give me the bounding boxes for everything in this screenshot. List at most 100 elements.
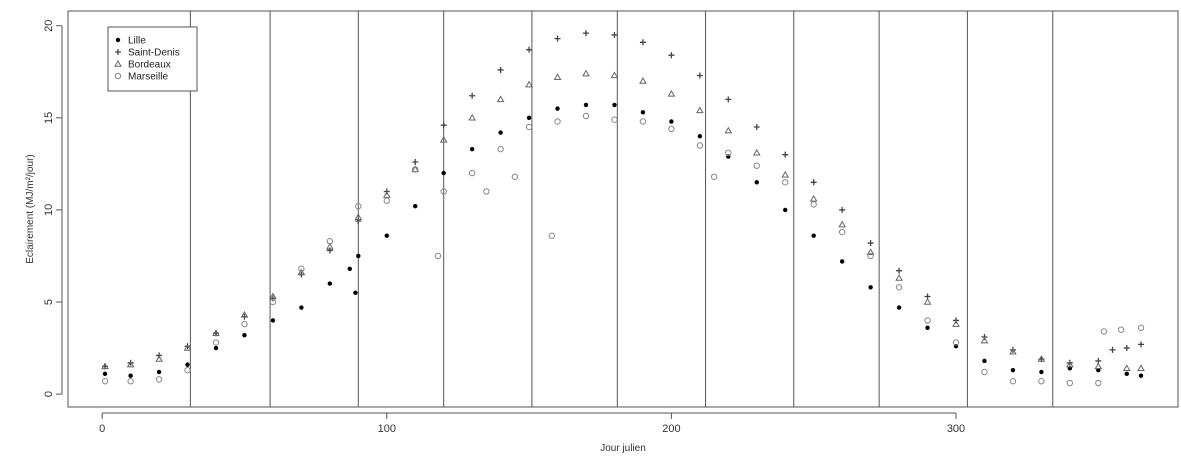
data-point: [725, 96, 731, 102]
data-point: [754, 150, 760, 155]
data-point: [271, 318, 275, 322]
legend-label: Marseille: [128, 72, 168, 83]
data-point: [156, 356, 162, 361]
data-point: [641, 110, 645, 114]
data-point: [384, 192, 390, 197]
x-tick-label: 300: [947, 423, 965, 435]
data-point: [1138, 341, 1144, 347]
data-point: [1139, 373, 1143, 377]
data-point: [1118, 327, 1123, 332]
data-point: [925, 299, 931, 304]
data-point: [470, 147, 474, 151]
data-point: [640, 39, 646, 45]
data-point: [213, 340, 218, 345]
data-point: [498, 146, 503, 151]
data-point: [128, 379, 133, 384]
data-point: [982, 369, 987, 374]
data-point: [811, 196, 817, 201]
data-point: [896, 268, 902, 274]
data-point: [839, 229, 844, 234]
y-tick-label: 15: [43, 112, 55, 124]
legend-label: Lille: [128, 36, 146, 47]
series-1: [102, 30, 1144, 369]
y-tick-label: 0: [43, 391, 55, 397]
data-point: [413, 204, 417, 208]
data-point: [512, 174, 517, 179]
data-point: [435, 253, 440, 258]
data-point: [1124, 365, 1130, 370]
data-point: [1138, 365, 1144, 370]
data-point: [782, 172, 788, 177]
data-point: [412, 159, 418, 165]
data-point: [811, 179, 817, 185]
x-tick-label: 200: [662, 423, 680, 435]
x-tick-label: 0: [99, 423, 105, 435]
x-axis-label: Jour julien: [600, 443, 646, 454]
y-tick-label: 5: [43, 299, 55, 305]
y-tick-label: 10: [43, 204, 55, 216]
data-point: [484, 189, 489, 194]
data-point: [1138, 325, 1143, 330]
data-point: [982, 359, 986, 363]
data-point: [711, 174, 716, 179]
plot-frame: [68, 11, 1178, 407]
data-point: [612, 103, 616, 107]
data-point: [981, 338, 987, 343]
data-point: [1039, 379, 1044, 384]
data-point: [925, 326, 929, 330]
data-point: [128, 373, 132, 377]
data-point: [668, 91, 674, 96]
data-point: [782, 152, 788, 158]
series-3: [102, 113, 1143, 385]
data-point: [441, 122, 447, 128]
data-point: [840, 259, 844, 263]
data-point: [1010, 379, 1015, 384]
data-point: [583, 113, 588, 118]
data-point: [156, 377, 161, 382]
data-point: [697, 72, 703, 78]
data-point: [1125, 372, 1129, 376]
data-point: [384, 198, 389, 203]
x-axis: 0 100 200 300: [99, 413, 965, 435]
data-point: [953, 321, 959, 326]
data-point: [498, 130, 502, 134]
data-point: [896, 285, 901, 290]
data-point: [214, 346, 218, 350]
data-point: [754, 163, 759, 168]
data-point: [640, 78, 646, 83]
data-point: [1011, 368, 1015, 372]
data-point: [868, 285, 872, 289]
legend-marker: [116, 38, 120, 42]
data-point: [102, 379, 107, 384]
data-point: [555, 119, 560, 124]
data-point: [697, 107, 703, 112]
data-point: [157, 370, 161, 374]
data-point: [1101, 329, 1106, 334]
data-point: [527, 116, 531, 120]
data-point: [498, 67, 504, 73]
data-point: [755, 180, 759, 184]
data-point: [1039, 370, 1043, 374]
data-point: [242, 321, 247, 326]
data-point: [549, 233, 554, 238]
month-separators: [190, 11, 1052, 407]
data-point: [555, 36, 561, 42]
data-point: [356, 254, 360, 258]
data-point: [811, 234, 815, 238]
y-axis-label: Eclairement (MJ/m²/jour): [25, 154, 36, 263]
data-point: [839, 222, 845, 227]
data-point: [526, 124, 531, 129]
data-point: [1124, 345, 1130, 351]
y-axis: 0 5 10 15 20: [43, 20, 62, 398]
legend-label: Bordeaux: [128, 60, 171, 71]
data-point: [584, 103, 588, 107]
data-point: [469, 93, 475, 99]
data-point: [698, 134, 702, 138]
y-tick-label: 20: [43, 20, 55, 32]
data-point: [640, 119, 645, 124]
data-point: [1110, 347, 1116, 353]
data-points: [102, 30, 1144, 386]
data-point: [783, 180, 788, 185]
data-point: [555, 106, 559, 110]
data-point: [1067, 380, 1072, 385]
